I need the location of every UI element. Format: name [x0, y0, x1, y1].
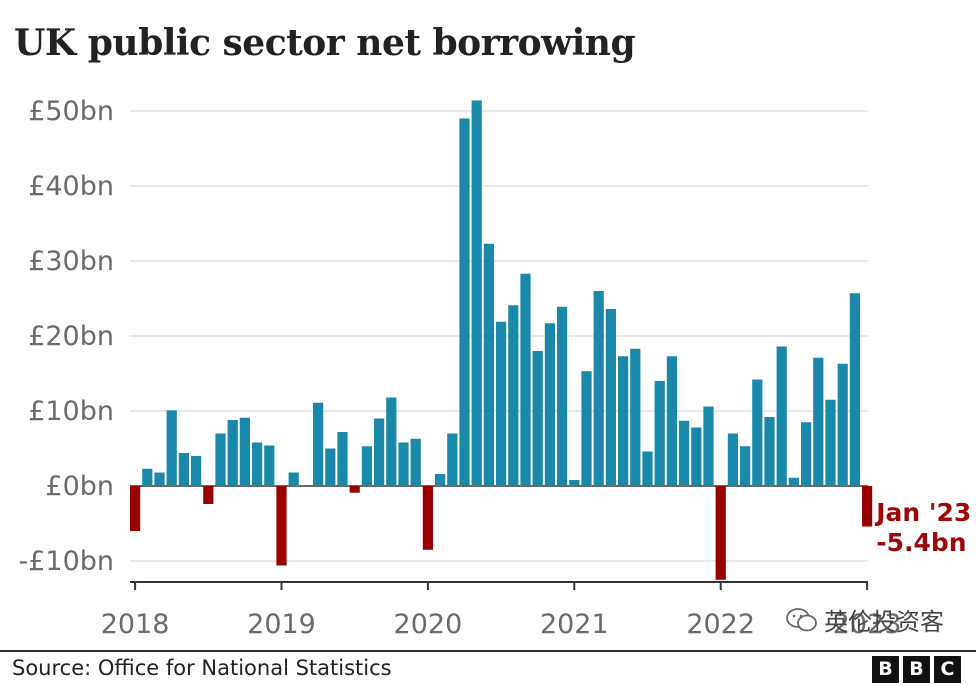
wechat-icon: [786, 607, 817, 631]
bar: [191, 456, 202, 486]
bar: [618, 356, 629, 486]
bar: [166, 410, 177, 486]
bar: [203, 486, 214, 504]
bar: [374, 418, 385, 486]
bar: [142, 468, 153, 486]
x-tick-label: 2019: [247, 609, 316, 640]
bbc-logo-letter: C: [934, 656, 961, 683]
bar: [654, 381, 665, 486]
chart-title: UK public sector net borrowing: [14, 22, 636, 64]
bar: [727, 433, 738, 486]
bar: [410, 438, 421, 486]
bar: [483, 243, 494, 486]
bar: [239, 417, 250, 486]
bar: [496, 321, 507, 486]
bar: [813, 357, 824, 486]
y-tick-label: £40bn: [28, 171, 114, 202]
bbc-logo-letter: B: [903, 656, 930, 683]
bar: [569, 480, 580, 486]
bar: [825, 399, 836, 486]
bar: [520, 273, 531, 486]
watermark-text: 英伦投资客: [824, 608, 944, 636]
bar: [862, 486, 873, 527]
bar: [752, 379, 763, 486]
bar: [252, 442, 263, 486]
bar: [666, 356, 677, 486]
bar: [178, 453, 189, 486]
bar: [679, 420, 690, 486]
bar: [764, 417, 775, 486]
source-note: Source: Office for National Statistics: [12, 656, 392, 680]
bar: [459, 118, 470, 486]
bar: [325, 448, 336, 486]
y-tick-label: -£10bn: [18, 546, 114, 577]
bar: [593, 291, 604, 486]
bar: [581, 371, 592, 486]
watermark: 英伦投资客: [786, 602, 944, 637]
bar: [447, 433, 458, 486]
y-tick-label: £30bn: [28, 246, 114, 277]
footer-divider: [0, 650, 976, 652]
bbc-logo: B B C: [872, 656, 961, 683]
bar: [703, 406, 714, 486]
bar-chart: £50bn £40bn £30bn £20bn £10bn £0bn -£10bn 2018…: [18, 96, 971, 640]
bar: [557, 306, 568, 486]
bar: [227, 420, 238, 486]
x-tick-label: 2020: [394, 609, 463, 640]
bar: [508, 305, 519, 486]
bar: [605, 309, 616, 486]
bar: [422, 486, 433, 550]
bar: [801, 422, 812, 486]
bar: [715, 486, 726, 580]
bar: [544, 323, 555, 486]
x-tick-label: 2018: [101, 609, 170, 640]
y-tick-label: £0bn: [45, 471, 114, 502]
y-tick-label: £50bn: [28, 96, 114, 127]
bar: [337, 432, 348, 486]
bar: [435, 474, 446, 486]
x-tick-labels: 2018 2019 2020 2021 2022 2023: [101, 609, 902, 640]
y-tick-label: £10bn: [28, 396, 114, 427]
bar: [788, 477, 799, 486]
bar: [130, 486, 141, 531]
bar: [361, 446, 372, 486]
y-tick-label: £20bn: [28, 321, 114, 352]
bar: [313, 402, 324, 486]
x-tick-label: 2023: [833, 609, 902, 640]
bar: [849, 293, 860, 486]
x-tick-label: 2021: [540, 609, 609, 640]
bar: [630, 348, 641, 486]
bars: [130, 100, 873, 580]
bar: [264, 445, 275, 486]
bar: [532, 351, 543, 486]
bar: [288, 472, 299, 486]
bar: [691, 427, 702, 486]
bar: [776, 346, 787, 486]
bar: [349, 486, 360, 493]
annotation-label: -5.4bn: [876, 528, 966, 557]
bar: [154, 472, 165, 486]
bar: [276, 486, 287, 566]
bar: [837, 363, 848, 486]
bar: [215, 433, 226, 486]
bar: [740, 446, 751, 486]
bbc-logo-letter: B: [872, 656, 899, 683]
annotation-label: Jan '23: [874, 498, 971, 527]
axes: [130, 581, 869, 590]
annotations: Jan '23-5.4bn: [874, 498, 971, 557]
x-tick-label: 2022: [686, 609, 755, 640]
bar: [386, 397, 397, 486]
bar: [471, 100, 482, 486]
y-tick-labels: £50bn £40bn £30bn £20bn £10bn £0bn -£10bn: [18, 96, 114, 577]
bar: [642, 451, 653, 486]
bar: [398, 442, 409, 486]
